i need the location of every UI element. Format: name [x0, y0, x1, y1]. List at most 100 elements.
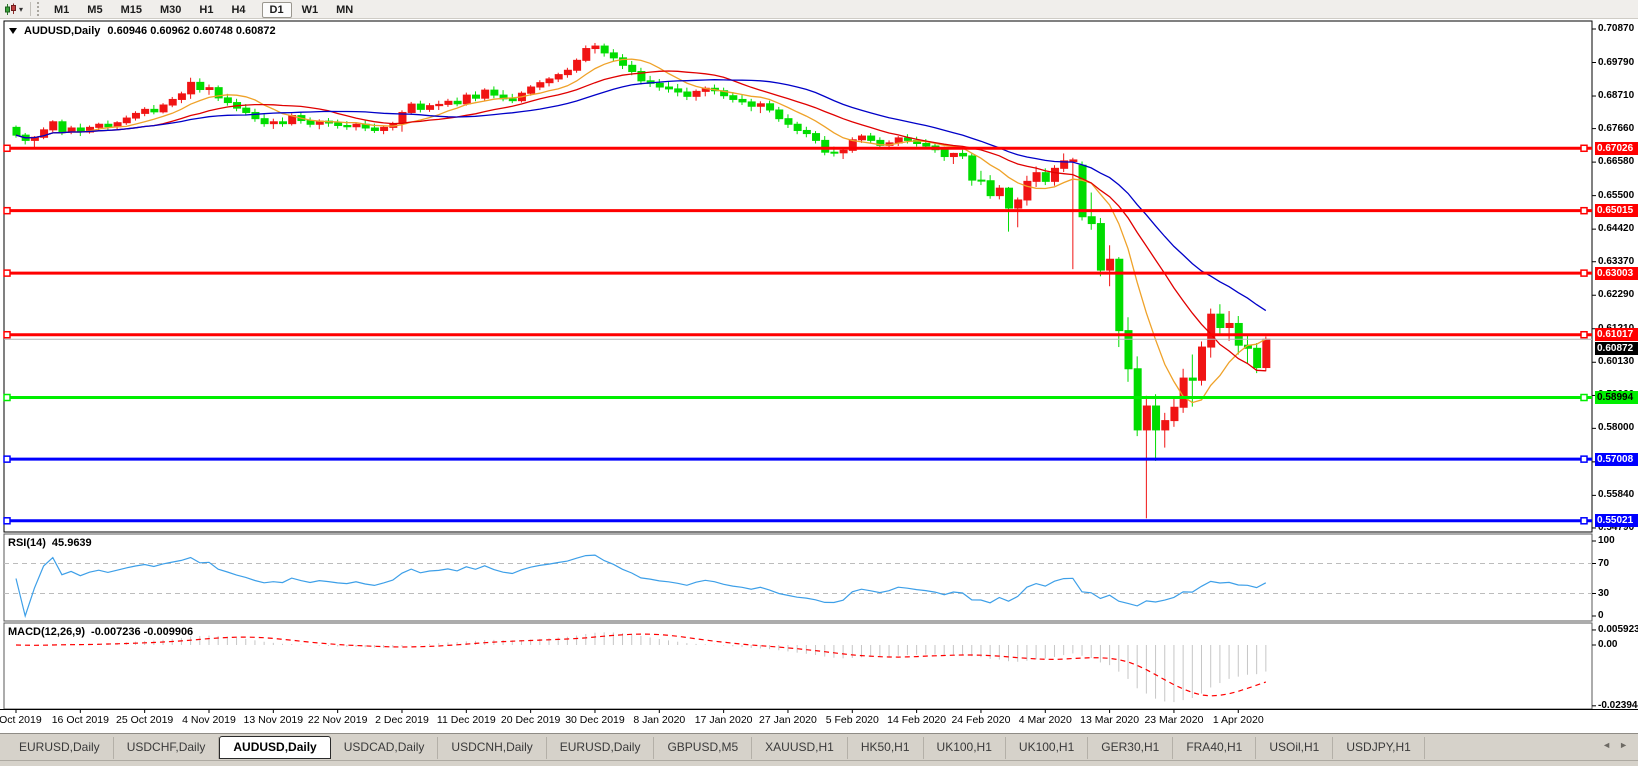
hline-price-label[interactable]: 0.58994 [1595, 391, 1638, 404]
tab-hk50-h1[interactable]: HK50,H1 [848, 737, 924, 759]
candle-body [1060, 160, 1069, 169]
hline-price-label[interactable]: 0.57008 [1595, 452, 1638, 466]
tab-eurusd-daily[interactable]: EURUSD,Daily [547, 737, 655, 759]
candle-body [784, 118, 793, 125]
candle-body [1152, 405, 1161, 431]
candle-body [756, 103, 765, 107]
candle-body [1225, 322, 1234, 329]
candle-body [104, 123, 113, 128]
hline-price-label[interactable]: 0.61017 [1595, 328, 1638, 342]
candle-body [554, 74, 563, 80]
candle-body [1170, 406, 1179, 422]
mini-candlestick-icon [5, 3, 16, 15]
candle-body [536, 82, 545, 88]
hline-handle[interactable] [1580, 517, 1588, 525]
hline-handle[interactable] [3, 144, 11, 153]
dropdown-caret-icon[interactable]: ▾ [19, 4, 24, 14]
candle-body [196, 81, 205, 91]
timeframe-button-M30[interactable]: M30 [159, 4, 182, 16]
candle-body [1142, 405, 1151, 431]
ma-fast-line [15, 58, 1267, 404]
hline-price-label[interactable]: 0.63003 [1595, 266, 1638, 280]
timeframe-button-W1[interactable]: W1 [301, 4, 319, 16]
tab-usdcad-daily[interactable]: USDCAD,Daily [331, 737, 439, 759]
tab-ger30-h1[interactable]: GER30,H1 [1088, 737, 1174, 759]
tab-usoil-h1[interactable]: USOil,H1 [1256, 737, 1334, 759]
candle-body [1133, 368, 1142, 431]
candle-body [1050, 167, 1059, 182]
candle-body [472, 94, 480, 99]
candle-body [1198, 346, 1207, 381]
hline-handle[interactable] [3, 455, 11, 463]
hline-price-label[interactable]: 0.65015 [1595, 204, 1638, 218]
candle-body [1216, 313, 1225, 329]
hline-handle[interactable] [1580, 393, 1588, 402]
candle-body [370, 127, 379, 131]
candle-body [812, 133, 821, 141]
candle-body [508, 98, 517, 102]
hline-handle[interactable] [1580, 206, 1588, 215]
tab-scroll-left-icon[interactable]: ◄ [1602, 740, 1612, 750]
hline-handle[interactable] [3, 269, 11, 277]
timeframe-button-D1[interactable]: D1 [261, 2, 292, 18]
tab-uk100-h1[interactable]: UK100,H1 [924, 737, 1006, 759]
candle-body [940, 149, 949, 158]
hline-handle[interactable] [3, 393, 11, 402]
candle-body [766, 103, 775, 111]
hline-handle[interactable] [3, 517, 11, 525]
candle-body [453, 100, 462, 105]
hline-handle[interactable] [3, 330, 11, 339]
tab-usdcnh-daily[interactable]: USDCNH,Daily [438, 737, 547, 759]
candle-body [159, 104, 168, 113]
hline-handle[interactable] [1580, 330, 1588, 339]
candle-body [426, 105, 435, 110]
tab-scroll-right-icon[interactable]: ► [1619, 740, 1628, 750]
timeframe-button-MN[interactable]: MN [336, 4, 354, 16]
timeframe-button-M1[interactable]: M1 [54, 4, 70, 16]
candle-body [1115, 258, 1124, 332]
candle-body [95, 123, 104, 128]
hline-handle[interactable] [1580, 455, 1588, 463]
tab-uk100-h1[interactable]: UK100,H1 [1006, 737, 1089, 759]
candle-body [664, 86, 673, 90]
toolbar-grip[interactable] [36, 2, 42, 16]
timeframe-toolbar: ▾ M1 M5 M15 M30 H1 H4 D1 W1 MN [0, 0, 1638, 19]
candle-body [1262, 338, 1271, 369]
timeframe-button-M5[interactable]: M5 [87, 4, 103, 16]
hline-price-label[interactable]: 0.55021 [1595, 514, 1638, 528]
tab-eurusd-daily[interactable]: EURUSD,Daily [6, 737, 114, 759]
candle-body [352, 123, 361, 128]
hline-handle[interactable] [3, 206, 11, 215]
tab-fra40-h1[interactable]: FRA40,H1 [1173, 737, 1257, 759]
candle-body [205, 87, 214, 91]
tab-scroll-arrows: ◄ ► [1602, 734, 1638, 750]
candle-body [775, 109, 784, 120]
tab-xauusd-h1[interactable]: XAUUSD,H1 [752, 737, 848, 759]
candle-body [1124, 330, 1133, 370]
hline-handle[interactable] [1580, 144, 1588, 153]
tab-gbpusd-m5[interactable]: GBPUSD,M5 [654, 737, 753, 759]
symbol-tab-bar: EURUSD,Daily USDCHF,Daily AUDUSD,Daily USDC… [0, 733, 1638, 766]
candle-body [857, 135, 866, 141]
candle-body [977, 179, 986, 182]
candle-body [747, 101, 756, 107]
tab-usdjpy-h1[interactable]: USDJPY,H1 [1333, 737, 1425, 759]
candle-body [122, 117, 131, 124]
candle-body [959, 152, 968, 157]
tab-audusd-daily[interactable]: AUDUSD,Daily [219, 736, 331, 759]
candle-body [738, 98, 747, 103]
candle-body [839, 149, 848, 154]
chart-tool-icon[interactable] [0, 1, 19, 17]
timeframe-button-M15[interactable]: M15 [120, 4, 142, 16]
candle-body [444, 100, 453, 105]
timeframe-button-H4[interactable]: H4 [231, 4, 246, 16]
hline-price-label[interactable]: 0.67026 [1595, 141, 1638, 155]
hline-handle[interactable] [1580, 269, 1588, 277]
candle-body [545, 78, 554, 84]
timeframe-button-H1[interactable]: H1 [199, 4, 214, 16]
candle-body [830, 151, 839, 154]
candle-body [573, 59, 582, 71]
tab-usdchf-daily[interactable]: USDCHF,Daily [114, 737, 220, 759]
